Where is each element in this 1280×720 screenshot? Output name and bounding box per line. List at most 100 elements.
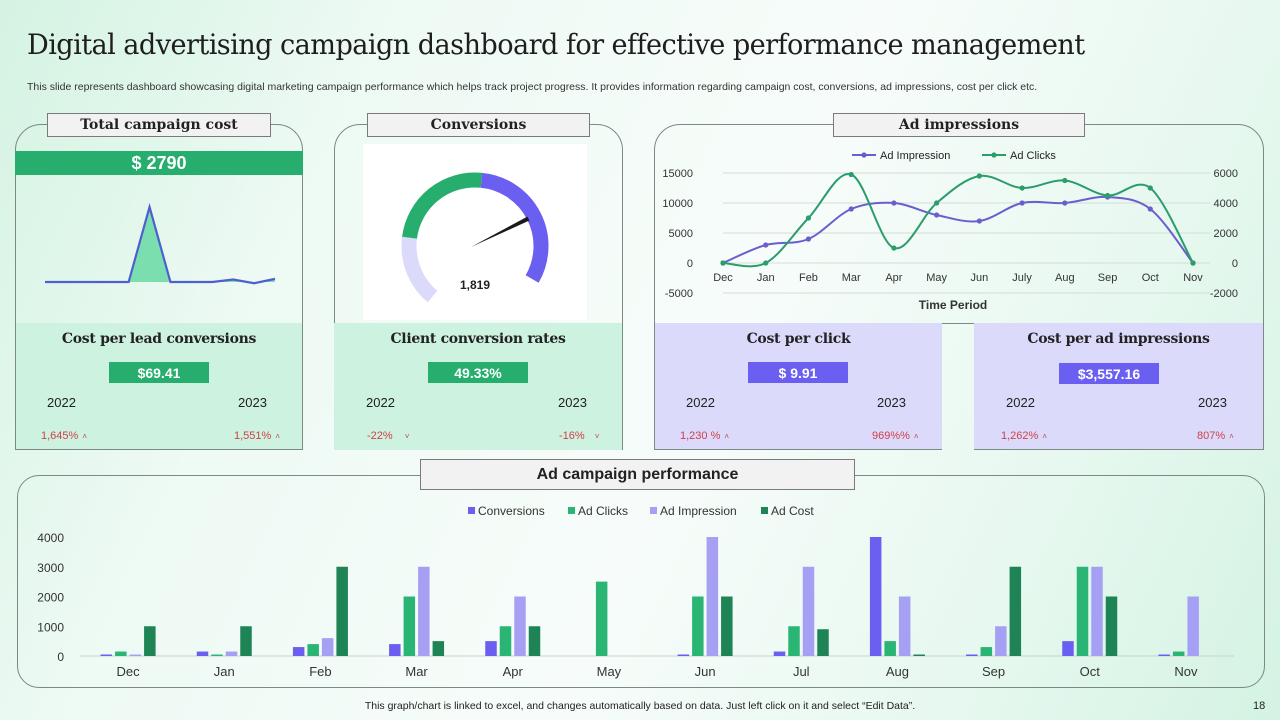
total-cost-header: Total campaign cost: [47, 113, 271, 137]
x-tick-label: Jun: [970, 272, 988, 284]
bar-ad-impression: [995, 626, 1007, 656]
y2-tick-label: 6000: [1214, 168, 1238, 180]
bar-ad-impression: [418, 566, 430, 656]
kpi-title: Client conversion rates: [390, 331, 566, 347]
x-tick-label: Dec: [713, 272, 733, 284]
bar-ad-impression: [321, 638, 334, 656]
arrow-up-icon: ˄: [1042, 432, 1047, 441]
y-tick-label: 0: [687, 258, 693, 270]
data-point: [934, 212, 940, 218]
bar-ad-impression: [898, 596, 911, 656]
data-point: [763, 242, 769, 248]
bar-ad-cost: [1105, 596, 1118, 656]
x-tick-label: Jul: [793, 664, 810, 679]
kpi-year-2: 2023: [238, 395, 267, 410]
legend-swatch: [568, 507, 575, 514]
data-point: [1019, 200, 1025, 206]
kpi-year-1: 2022: [47, 395, 76, 410]
campaign-performance-bar-chart: 0 1000 2000 3000 4000 Dec Jan Feb Mar Apr May Jun Ju…: [37, 504, 1234, 679]
gauge-needle: [471, 216, 530, 247]
x-tick-label: Apr: [885, 272, 902, 284]
x-tick-label: Sep: [982, 664, 1005, 679]
kpi-card-cost-per-lead: Cost per lead conversions $69.41 2022 20…: [15, 323, 303, 450]
bar-ad-clicks: [499, 626, 512, 656]
bar-ad-cost: [336, 566, 348, 656]
kpi-year-1: 2022: [366, 395, 395, 410]
series-line-ad-impression: [722, 195, 1194, 264]
legend-label: Ad Impression: [880, 150, 950, 162]
y2-tick-label: 4000: [1214, 198, 1238, 210]
bar-ad-clicks: [1172, 651, 1185, 656]
data-point: [934, 200, 940, 206]
arrow-up-icon: ˄: [82, 432, 87, 441]
y-tick-label: 4000: [37, 531, 64, 545]
legend-swatch: [468, 507, 475, 514]
bar-ad-clicks: [211, 654, 223, 656]
bar-conversions: [389, 644, 401, 656]
bar-ad-clicks: [788, 626, 800, 656]
kpi-title: Cost per click: [746, 331, 851, 347]
y2-tick-label: -2000: [1210, 288, 1238, 300]
arrow-up-icon: ˄: [913, 432, 919, 441]
kpi-title: Cost per lead conversions: [61, 331, 257, 347]
data-point: [848, 171, 854, 178]
total-cost-value: $ 2790: [15, 151, 303, 175]
legend-label: Conversions: [478, 504, 545, 518]
arrow-up-icon: ˄: [275, 432, 280, 441]
x-tick-label: Aug: [886, 664, 909, 679]
bar-ad-cost: [528, 626, 541, 656]
x-tick-label: Feb: [799, 272, 818, 284]
ad-impressions-header: Ad impressions: [833, 113, 1085, 137]
bar-ad-cost: [817, 629, 829, 656]
x-tick-label: Aug: [1055, 272, 1075, 284]
kpi-change-2: -16% ˅: [559, 430, 600, 442]
x-tick-label: Nov: [1174, 664, 1198, 679]
bar-conversions: [485, 641, 497, 656]
x-axis-label: Time Period: [919, 298, 987, 312]
bar-conversions: [196, 651, 209, 656]
kpi-change-1: 1,645% ˄: [41, 430, 87, 442]
bar-ad-impression: [129, 654, 142, 656]
conversions-header: Conversions: [367, 113, 590, 137]
data-point: [763, 260, 769, 266]
x-tick-label: Nov: [1183, 272, 1203, 284]
ad-impressions-line-chart: -5000 0 5000 10000 15000 -2000 0 2000 4000 6000 De…: [662, 150, 1238, 312]
data-point: [1147, 185, 1153, 191]
bar-ad-cost: [1009, 566, 1022, 656]
legend-swatch: [650, 507, 657, 514]
bar-ad-clicks: [980, 647, 993, 656]
bar-ad-clicks: [1076, 566, 1089, 656]
campaign-performance-header: Ad campaign performance: [420, 459, 855, 490]
kpi-year-1: 2022: [1006, 395, 1035, 410]
data-point: [848, 206, 854, 212]
kpi-card-cost-per-click: Cost per click $ 9.91 2022 2023 1,230 % ˄…: [654, 323, 942, 450]
kpi-card-client-conversion: Client conversion rates 49.33% 2022 2023…: [334, 323, 623, 450]
bar-ad-impression: [1187, 596, 1199, 656]
kpi-year-2: 2023: [558, 395, 587, 410]
data-point: [976, 218, 982, 224]
legend-label: Ad Clicks: [578, 504, 628, 518]
legend-label: Ad Impression: [660, 504, 737, 518]
arrow-down-icon: ˅: [404, 432, 410, 441]
x-tick-label: Oct: [1080, 664, 1101, 679]
page-title: Digital advertising campaign dashboard f…: [27, 28, 1085, 61]
data-point: [976, 173, 982, 179]
gauge-segment-high: [480, 172, 549, 283]
x-tick-label: Jan: [214, 664, 235, 679]
bar-ad-impression: [802, 566, 815, 656]
bar-ad-clicks: [884, 641, 896, 656]
legend-label: Ad Clicks: [1010, 150, 1056, 162]
bar-ad-clicks: [115, 651, 127, 656]
legend-swatch: [761, 507, 768, 514]
bar-ad-cost: [432, 641, 445, 656]
kpi-change-2: 807% ˄: [1197, 430, 1234, 442]
kpi-value: $69.41: [109, 362, 209, 383]
bar-conversions: [1158, 654, 1170, 656]
y-tick-label: 3000: [37, 561, 64, 575]
bar-ad-clicks: [692, 596, 704, 656]
legend-label: Ad Cost: [771, 504, 814, 518]
bar-ad-cost: [240, 626, 252, 656]
data-point: [1147, 206, 1153, 212]
bar-ad-cost: [913, 654, 925, 656]
kpi-change-2: 969%% ˄: [872, 430, 919, 442]
